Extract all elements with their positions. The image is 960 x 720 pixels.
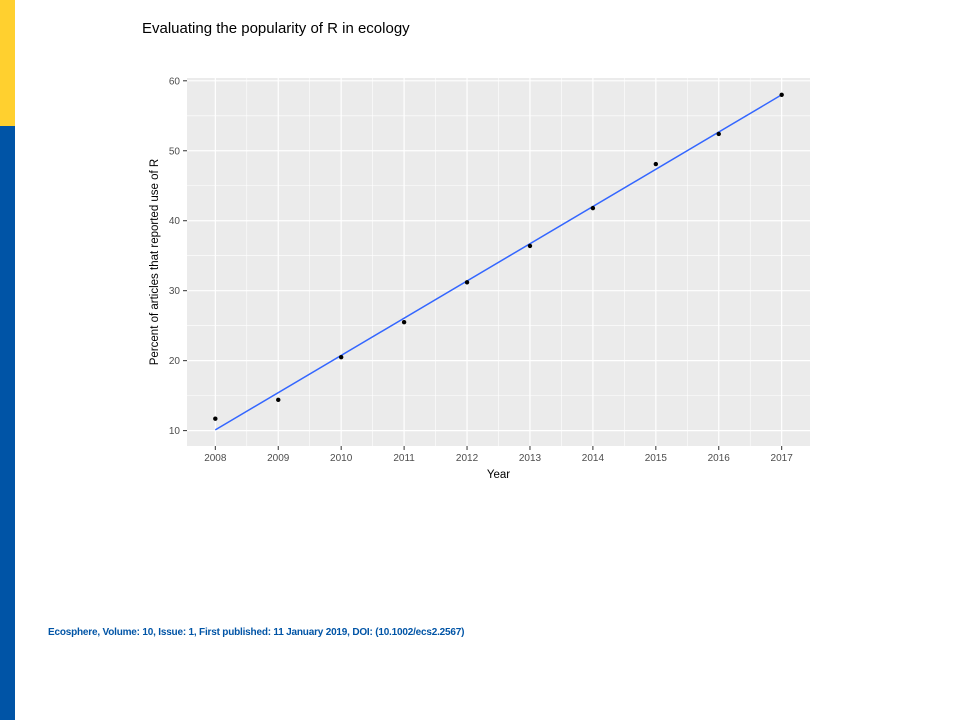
x-tick-label: 2012	[456, 453, 479, 464]
y-tick-label: 40	[169, 216, 181, 227]
y-tick-label: 60	[169, 76, 181, 87]
x-tick-label: 2013	[519, 453, 542, 464]
grid-lines	[187, 78, 810, 446]
x-tick-label: 2010	[330, 453, 353, 464]
data-point	[527, 243, 533, 249]
citation-footer: Ecosphere, Volume: 10, Issue: 1, First p…	[48, 627, 465, 638]
y-tick-label: 30	[169, 286, 181, 297]
x-tick-label: 2011	[393, 453, 415, 464]
y-axis-label: Percent of articles that reported use of…	[149, 159, 161, 365]
x-tick-label: 2008	[204, 453, 227, 464]
x-tick-label: 2014	[582, 453, 605, 464]
fit-line	[214, 94, 783, 431]
x-tick-label: 2015	[645, 453, 668, 464]
data-point	[338, 354, 344, 360]
data-point	[464, 280, 470, 285]
y-tick-label: 10	[169, 426, 181, 437]
data-point	[276, 397, 281, 403]
data-point	[401, 319, 407, 325]
x-axis-label: Year	[487, 469, 510, 481]
x-tick-label: 2016	[708, 453, 731, 464]
data-point	[590, 205, 596, 211]
data-points	[213, 92, 784, 421]
accent-bar-yellow	[0, 0, 15, 126]
accent-bar-blue	[0, 126, 15, 720]
x-tick-label: 2009	[267, 453, 290, 464]
x-tick-label: 2017	[771, 453, 794, 464]
data-point	[213, 416, 218, 421]
y-tick-label: 20	[169, 356, 181, 367]
y-tick-label: 50	[169, 146, 181, 157]
data-point	[716, 131, 721, 137]
slide-title: Evaluating the popularity of R in ecolog…	[142, 20, 410, 37]
y-axis-ticks: 10 20 30 40 50 60	[169, 76, 187, 437]
data-point	[779, 92, 784, 97]
x-axis-ticks: 2008 2009 2010 2011 2012 2013 2014 2015 2016 2017	[204, 446, 793, 464]
data-point	[653, 161, 659, 167]
